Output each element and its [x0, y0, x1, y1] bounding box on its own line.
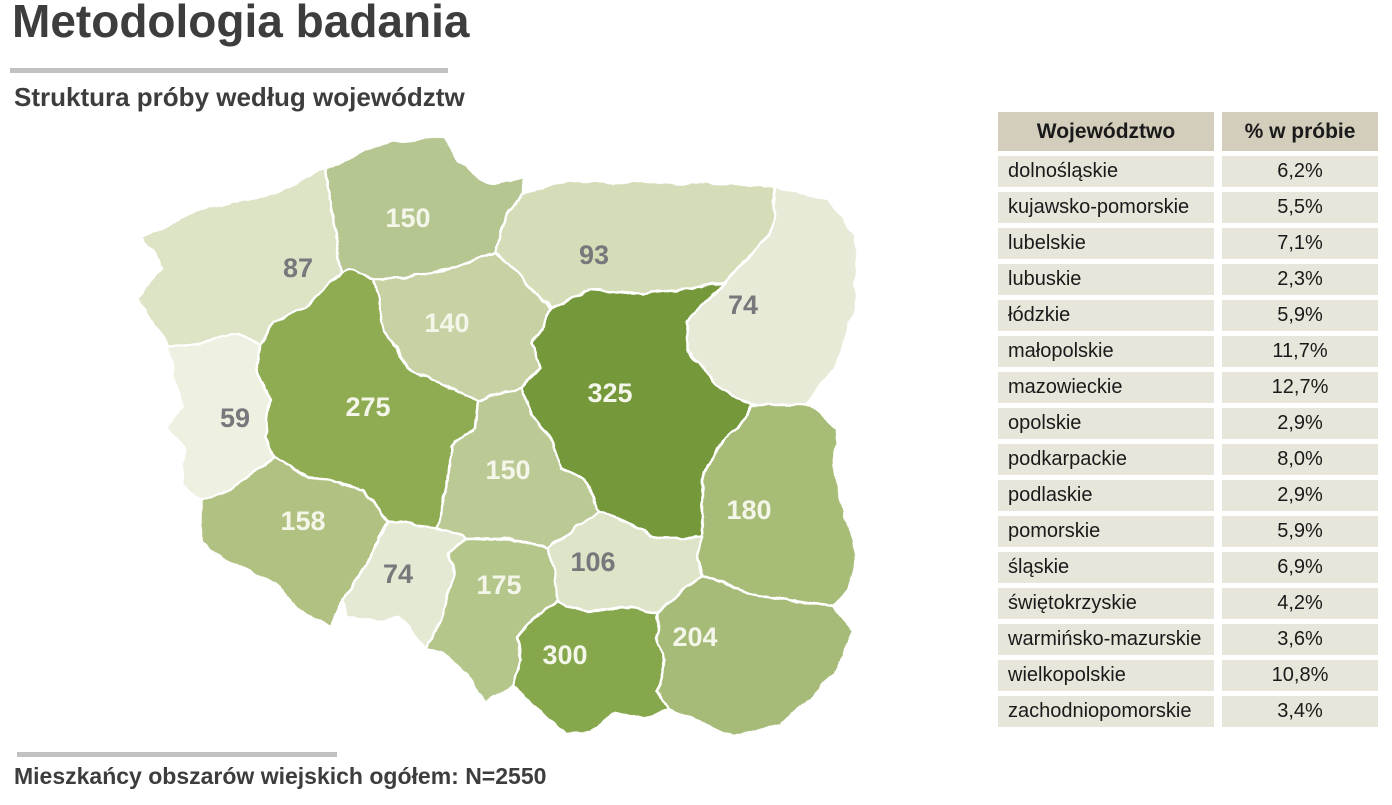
region-value-pomorskie: 150 — [385, 203, 430, 233]
region-value-lubelskie: 180 — [726, 495, 771, 525]
region-value-slaskie: 175 — [476, 570, 521, 600]
table-row-percent-value: 7,1% — [1222, 228, 1378, 259]
table-row-province-name: śląskie — [998, 552, 1214, 583]
footer-underline — [17, 752, 337, 757]
table-row-province-name: lubuskie — [998, 264, 1214, 295]
region-malopolskie — [512, 599, 671, 737]
table-row-province-name: mazowieckie — [998, 372, 1214, 403]
region-podkarpackie — [656, 573, 855, 738]
table-row-percent-value: 2,9% — [1222, 480, 1378, 511]
title-underline — [10, 68, 448, 73]
table-row-percent-value: 2,9% — [1222, 408, 1378, 439]
region-value-dolnoslaskie: 158 — [280, 506, 325, 536]
region-value-opolskie: 74 — [383, 559, 413, 589]
table-row-province-name: łódzkie — [998, 300, 1214, 331]
region-value-podkarpackie: 204 — [672, 622, 717, 652]
section-subtitle: Struktura próby według województw — [14, 82, 465, 112]
table-row-percent-value: 5,5% — [1222, 192, 1378, 223]
region-value-kujawsko-pomorskie: 140 — [424, 308, 469, 338]
region-value-lodzkie: 150 — [485, 455, 530, 485]
table-row-province-name: lubelskie — [998, 228, 1214, 259]
region-value-zachodniopomorskie: 87 — [283, 253, 313, 283]
table-row-province-name: świętokrzyskie — [998, 588, 1214, 619]
table-row-percent-value: 11,7% — [1222, 336, 1378, 367]
table-row-percent-value: 4,2% — [1222, 588, 1378, 619]
table-row-province-name: wielkopolskie — [998, 660, 1214, 691]
table-row-percent-value: 6,9% — [1222, 552, 1378, 583]
table-row-percent-value: 2,3% — [1222, 264, 1378, 295]
table-row-province-name: pomorskie — [998, 516, 1214, 547]
region-value-malopolskie: 300 — [542, 640, 587, 670]
table-row-percent-value: 6,2% — [1222, 156, 1378, 187]
province-table: Województwo % w próbie dolnośląskie 6,2% k… — [998, 112, 1378, 727]
table-row-province-name: dolnośląskie — [998, 156, 1214, 187]
region-value-swietokrzyskie: 106 — [570, 547, 615, 577]
region-value-wielkopolskie: 275 — [345, 392, 390, 422]
region-value-mazowieckie: 325 — [587, 378, 632, 408]
table-row-province-name: warmińsko-mazurskie — [998, 624, 1214, 655]
page-title: Metodologia badania — [12, 0, 470, 47]
table-row-percent-value: 8,0% — [1222, 444, 1378, 475]
table-header-province: Województwo — [998, 112, 1214, 151]
table-row-percent-value: 10,8% — [1222, 660, 1378, 691]
table-row-percent-value: 3,6% — [1222, 624, 1378, 655]
map-regions — [137, 135, 859, 738]
map-value-labels: 87 150 93 74 140 59 275 325 150 180 158 74 175 106 300… — [220, 203, 772, 670]
table-row-percent-value: 5,9% — [1222, 300, 1378, 331]
table-row-province-name: kujawsko-pomorskie — [998, 192, 1214, 223]
table-row-province-name: opolskie — [998, 408, 1214, 439]
table-row-percent-value: 12,7% — [1222, 372, 1378, 403]
table-row-province-name: podlaskie — [998, 480, 1214, 511]
table-row-province-name: podkarpackie — [998, 444, 1214, 475]
region-value-podlaskie: 74 — [728, 290, 758, 320]
table-row-percent-value: 3,4% — [1222, 696, 1378, 727]
sample-total-note: Mieszkańcy obszarów wiejskich ogółem: N=… — [14, 763, 547, 789]
poland-choropleth-map: 87 150 93 74 140 59 275 325 150 180 158 74 175 106 300… — [135, 135, 875, 755]
poland-map-svg: 87 150 93 74 140 59 275 325 150 180 158 74 175 106 300… — [137, 135, 859, 738]
table-row-province-name: zachodniopomorskie — [998, 696, 1214, 727]
table-row-province-name: małopolskie — [998, 336, 1214, 367]
region-value-warminsko-mazurskie: 93 — [579, 240, 609, 270]
table-header-percent: % w próbie — [1222, 112, 1378, 151]
region-value-lubuskie: 59 — [220, 403, 250, 433]
table-row-percent-value: 5,9% — [1222, 516, 1378, 547]
